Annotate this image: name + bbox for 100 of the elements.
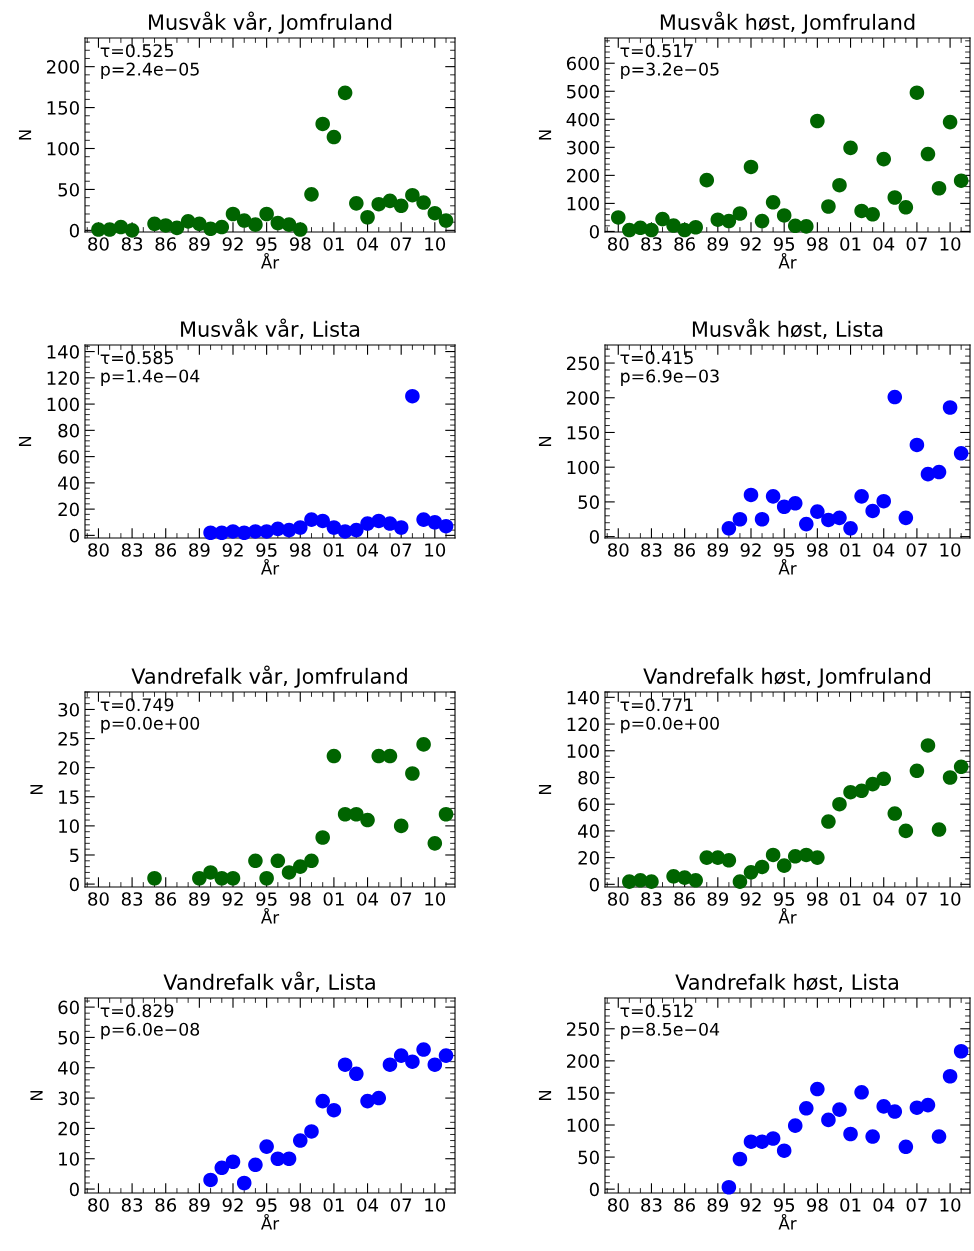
x-tick-label: 95: [256, 892, 277, 906]
y-tick-label: 250: [567, 356, 599, 371]
point: [909, 437, 925, 453]
point: [942, 1068, 958, 1084]
y-tick-label: 150: [47, 101, 79, 115]
y-tick-label: 0: [69, 528, 79, 543]
point: [326, 748, 342, 764]
x-tick-label: 07: [906, 1198, 927, 1212]
y-tick-label: 10: [59, 1152, 79, 1166]
x-tick-label: 80: [88, 237, 109, 251]
point: [821, 814, 836, 829]
point: [854, 1085, 869, 1100]
point: [843, 1126, 858, 1142]
point: [236, 1175, 252, 1191]
annotation: p=0.0e+00: [101, 716, 200, 734]
annotation: τ=0.512: [620, 1004, 693, 1018]
x-axis-title: År: [261, 1213, 280, 1230]
x-tick-label: 01: [323, 1198, 344, 1212]
point: [799, 516, 814, 532]
x-tick-label: 98: [807, 1198, 828, 1212]
point: [666, 218, 681, 233]
point: [405, 1054, 420, 1069]
x-tick-label: 98: [289, 237, 311, 251]
point: [832, 177, 847, 193]
x-tick-label: 92: [222, 892, 243, 906]
y-tick-label: 100: [567, 1118, 599, 1133]
x-tick-label: 07: [906, 237, 927, 251]
x-tick-label: 92: [740, 1198, 761, 1212]
y-tick-label: 150: [567, 425, 599, 440]
y-tick-label: 0: [589, 530, 599, 544]
point: [655, 211, 670, 227]
point: [393, 520, 409, 535]
x-tick-label: 92: [740, 892, 761, 906]
point: [169, 220, 185, 236]
point: [337, 85, 353, 101]
point: [360, 812, 375, 828]
point: [876, 493, 892, 509]
point: [124, 223, 140, 238]
x-axis-title: År: [778, 1213, 797, 1230]
x-axis-title: År: [778, 252, 797, 269]
y-tick-label: 40: [58, 476, 79, 490]
point: [810, 504, 825, 519]
x-tick-label: 07: [390, 543, 412, 557]
x-tick-label: 04: [873, 892, 895, 906]
x-tick-label: 01: [840, 237, 861, 251]
x-tick-label: 89: [707, 1198, 729, 1212]
x-tick-label: 07: [390, 892, 412, 906]
point: [349, 196, 364, 211]
x-tick-label: 89: [189, 543, 210, 557]
point: [147, 870, 162, 886]
point: [371, 1090, 387, 1106]
point: [920, 1097, 936, 1113]
point: [214, 219, 230, 235]
y-tick-label: 25: [58, 732, 79, 746]
x-tick-label: 95: [256, 543, 277, 557]
point: [854, 783, 869, 799]
point: [942, 770, 958, 785]
x-tick-label: 95: [256, 1198, 277, 1212]
point: [931, 180, 947, 196]
annotation: τ=0.771: [620, 698, 693, 712]
y-tick-label: 400: [566, 112, 599, 127]
point: [909, 763, 925, 779]
point: [821, 199, 836, 214]
point: [931, 464, 947, 480]
y-tick-label: 30: [58, 702, 79, 717]
x-tick-label: 10: [425, 1198, 446, 1212]
point: [832, 796, 847, 812]
x-tick-label: 80: [88, 892, 109, 906]
point: [843, 521, 858, 536]
x-tick-label: 83: [121, 543, 143, 557]
point: [203, 1172, 218, 1188]
x-axis-title: År: [261, 252, 280, 269]
point: [843, 140, 858, 156]
point: [787, 1118, 803, 1133]
point: [326, 129, 342, 145]
point: [699, 172, 715, 188]
point: [931, 1129, 947, 1144]
x-tick-label: 04: [873, 237, 895, 251]
y-tick-label: 30: [58, 1091, 79, 1106]
point: [225, 870, 241, 886]
x-tick-label: 04: [357, 543, 379, 557]
point: [427, 836, 443, 851]
point: [931, 822, 947, 837]
point: [610, 210, 626, 225]
y-axis-title: N: [18, 130, 32, 140]
point: [304, 1124, 319, 1139]
x-tick-label: 07: [906, 543, 927, 557]
x-tick-label: 86: [674, 543, 695, 557]
x-tick-label: 04: [357, 892, 379, 906]
point: [281, 217, 297, 232]
point: [315, 116, 330, 132]
point: [732, 206, 748, 221]
annotation: τ=0.525: [100, 44, 173, 58]
point: [214, 1160, 230, 1176]
point: [192, 870, 207, 886]
y-tick-label: 600: [566, 56, 599, 71]
x-tick-label: 01: [840, 543, 861, 557]
point: [898, 510, 914, 526]
x-axis-title: År: [778, 558, 797, 575]
x-tick-label: 89: [707, 543, 729, 557]
